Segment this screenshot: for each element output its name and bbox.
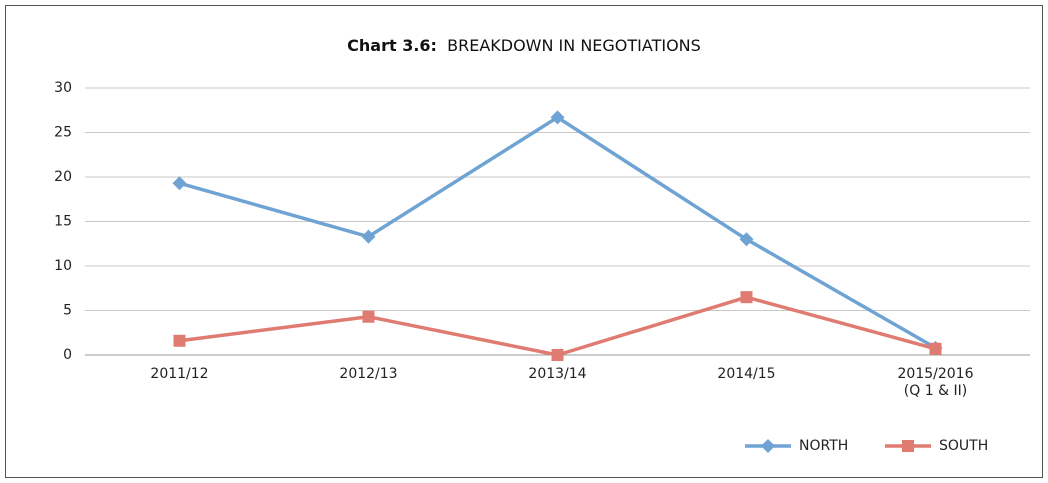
x-tick-label: 2014/15: [717, 366, 776, 382]
x-tick-label: 2015/2016 (Q 1 & II): [897, 366, 974, 399]
y-tick-label: 15: [54, 214, 72, 230]
x-tick-label: 2012/13: [339, 366, 398, 382]
title-text: BREAKDOWN IN NEGOTIATIONS: [447, 36, 701, 55]
marker: [551, 349, 564, 361]
marker: [902, 440, 914, 452]
marker: [550, 110, 565, 125]
marker: [173, 334, 186, 347]
series-line: [179, 295, 936, 357]
y-tick-label: 5: [63, 303, 72, 319]
y-tick-label: 25: [54, 125, 72, 141]
marker: [739, 232, 754, 247]
legend-label: SOUTH: [939, 438, 988, 454]
marker: [929, 342, 942, 355]
chart-title: Chart 3.6: BREAKDOWN IN NEGOTIATIONS: [0, 36, 1048, 55]
y-tick-label: 10: [54, 258, 72, 274]
marker: [362, 310, 375, 323]
y-tick-label: 0: [63, 347, 72, 363]
marker: [740, 291, 753, 304]
marker: [761, 439, 775, 453]
y-tick-label: 30: [54, 80, 72, 96]
marker: [172, 176, 187, 191]
title-label: Chart 3.6:: [347, 36, 437, 55]
y-tick-label: 20: [54, 169, 72, 185]
chart-border: [5, 5, 1043, 478]
x-tick-label: 2011/12: [150, 366, 209, 382]
series-line: [179, 115, 937, 350]
legend-label: NORTH: [799, 438, 848, 454]
x-tick-label: 2013/14: [528, 366, 587, 382]
marker: [361, 229, 376, 244]
